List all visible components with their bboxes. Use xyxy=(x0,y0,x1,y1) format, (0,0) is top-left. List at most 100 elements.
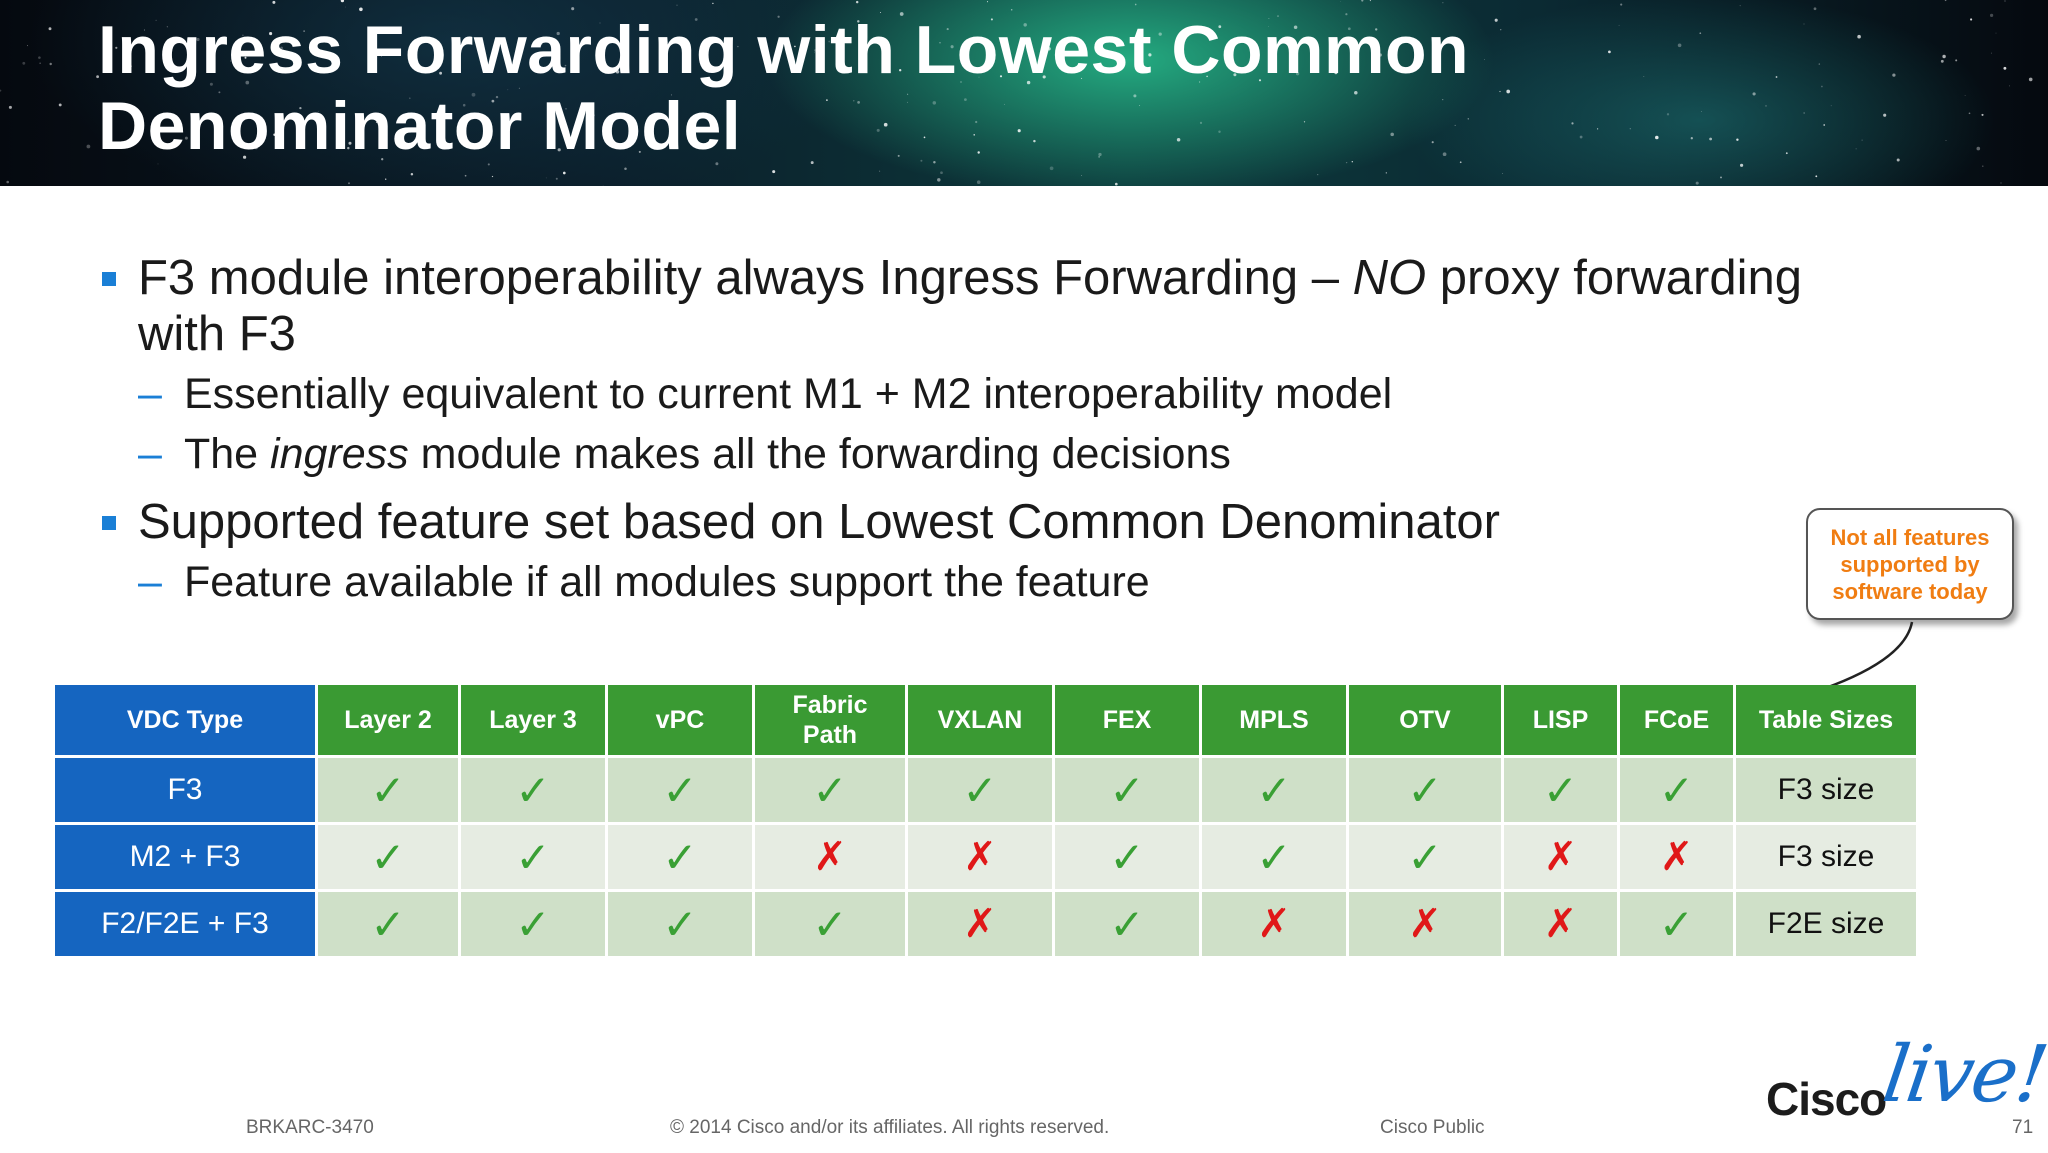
star xyxy=(1329,39,1333,44)
star xyxy=(1709,137,1712,141)
star xyxy=(1896,158,1900,162)
star xyxy=(1690,137,1693,140)
bullet-list: F3 module interoperability always Ingres… xyxy=(98,250,1898,614)
star xyxy=(1303,121,1306,123)
star xyxy=(676,4,678,6)
checkmark-icon: ✓ xyxy=(662,766,698,814)
star xyxy=(1218,25,1222,29)
support-cell: ✓ xyxy=(1620,892,1733,956)
bullet-text: proxy forwarding xyxy=(1426,251,1802,305)
star xyxy=(471,92,476,97)
star xyxy=(1351,161,1353,163)
cross-icon: ✗ xyxy=(1543,835,1578,879)
star xyxy=(348,141,352,145)
star xyxy=(937,178,941,182)
star xyxy=(604,37,606,39)
star xyxy=(978,76,980,78)
star xyxy=(277,40,280,43)
title-line-2: Denominator Model xyxy=(98,88,742,164)
checkmark-icon: ✓ xyxy=(962,766,998,814)
star xyxy=(1484,59,1485,60)
star xyxy=(772,170,776,174)
star xyxy=(1944,0,1947,2)
star xyxy=(1023,23,1027,27)
star xyxy=(1049,166,1054,171)
star xyxy=(1148,53,1152,57)
star xyxy=(1339,1,1341,2)
support-cell: ✓ xyxy=(1620,758,1733,822)
feature-support-table: VDC Type Layer 2 Layer 3 vPC Fabric Path VXLAN… xyxy=(52,682,1919,959)
star xyxy=(1119,60,1121,63)
star xyxy=(545,177,547,179)
star xyxy=(638,150,641,153)
star xyxy=(1765,105,1767,107)
star xyxy=(670,94,672,96)
star xyxy=(1500,29,1502,31)
column-header-layer-3: Layer 3 xyxy=(461,685,605,755)
sub-bullet-text: The xyxy=(184,430,271,478)
checkmark-icon: ✓ xyxy=(1407,766,1443,814)
star xyxy=(347,182,351,185)
star xyxy=(565,108,567,110)
vdc-type-cell: F2/F2E + F3 xyxy=(55,892,315,956)
sub-bullet-text: module makes all the forwarding decision… xyxy=(408,430,1231,478)
star xyxy=(103,64,106,67)
star xyxy=(1026,80,1031,85)
star xyxy=(1442,2,1444,4)
star xyxy=(539,42,543,46)
star xyxy=(907,93,909,95)
support-cell: ✗ xyxy=(908,825,1052,889)
star xyxy=(273,133,276,136)
star xyxy=(115,46,118,49)
star xyxy=(479,44,482,47)
column-header-fcoe: FCoE xyxy=(1620,685,1733,755)
sub-bullet-feature-available: – Feature available if all modules suppo… xyxy=(98,554,1898,610)
star xyxy=(27,45,28,47)
sub-bullet-equivalent: – Essentially equivalent to current M1 +… xyxy=(98,366,1898,422)
star xyxy=(999,75,1003,78)
star xyxy=(209,82,213,86)
star xyxy=(2008,85,2010,87)
checkmark-icon: ✓ xyxy=(1109,900,1145,948)
star xyxy=(1964,95,1966,97)
star xyxy=(1273,46,1276,49)
star xyxy=(712,2,714,5)
star xyxy=(1942,54,1946,59)
star xyxy=(1968,112,1971,115)
star xyxy=(857,20,860,23)
table-size-cell: F3 size xyxy=(1736,825,1916,889)
star xyxy=(1620,3,1623,6)
star xyxy=(272,0,276,4)
star xyxy=(1995,32,1997,34)
checkmark-icon: ✓ xyxy=(812,766,848,814)
star xyxy=(359,7,363,12)
star xyxy=(1354,91,1358,95)
star xyxy=(230,60,232,62)
star xyxy=(1701,111,1702,113)
star xyxy=(1813,7,1817,11)
star xyxy=(1815,175,1818,178)
star xyxy=(155,19,157,21)
star xyxy=(1945,140,1947,142)
star xyxy=(975,120,978,124)
star xyxy=(1775,76,1778,78)
checkmark-icon: ✓ xyxy=(1658,766,1695,814)
star xyxy=(410,173,414,176)
star xyxy=(571,7,575,11)
title-line-1: Ingress Forwarding with Lowest Common xyxy=(98,12,1470,88)
bullet-text: with F3 xyxy=(138,307,296,361)
support-cell: ✓ xyxy=(608,758,752,822)
sub-bullet-text: Feature available if all modules support… xyxy=(184,558,1150,606)
star xyxy=(1785,152,1788,155)
footer-page-number: 71 xyxy=(2012,1117,2034,1138)
cross-icon: ✗ xyxy=(1543,902,1578,946)
star xyxy=(495,95,499,99)
star xyxy=(518,87,520,89)
support-cell: ✓ xyxy=(461,892,605,956)
star xyxy=(991,45,994,48)
star xyxy=(1752,92,1756,96)
star xyxy=(940,171,943,175)
star xyxy=(317,110,319,112)
star xyxy=(487,163,490,166)
dash-bullet: – xyxy=(138,430,162,478)
